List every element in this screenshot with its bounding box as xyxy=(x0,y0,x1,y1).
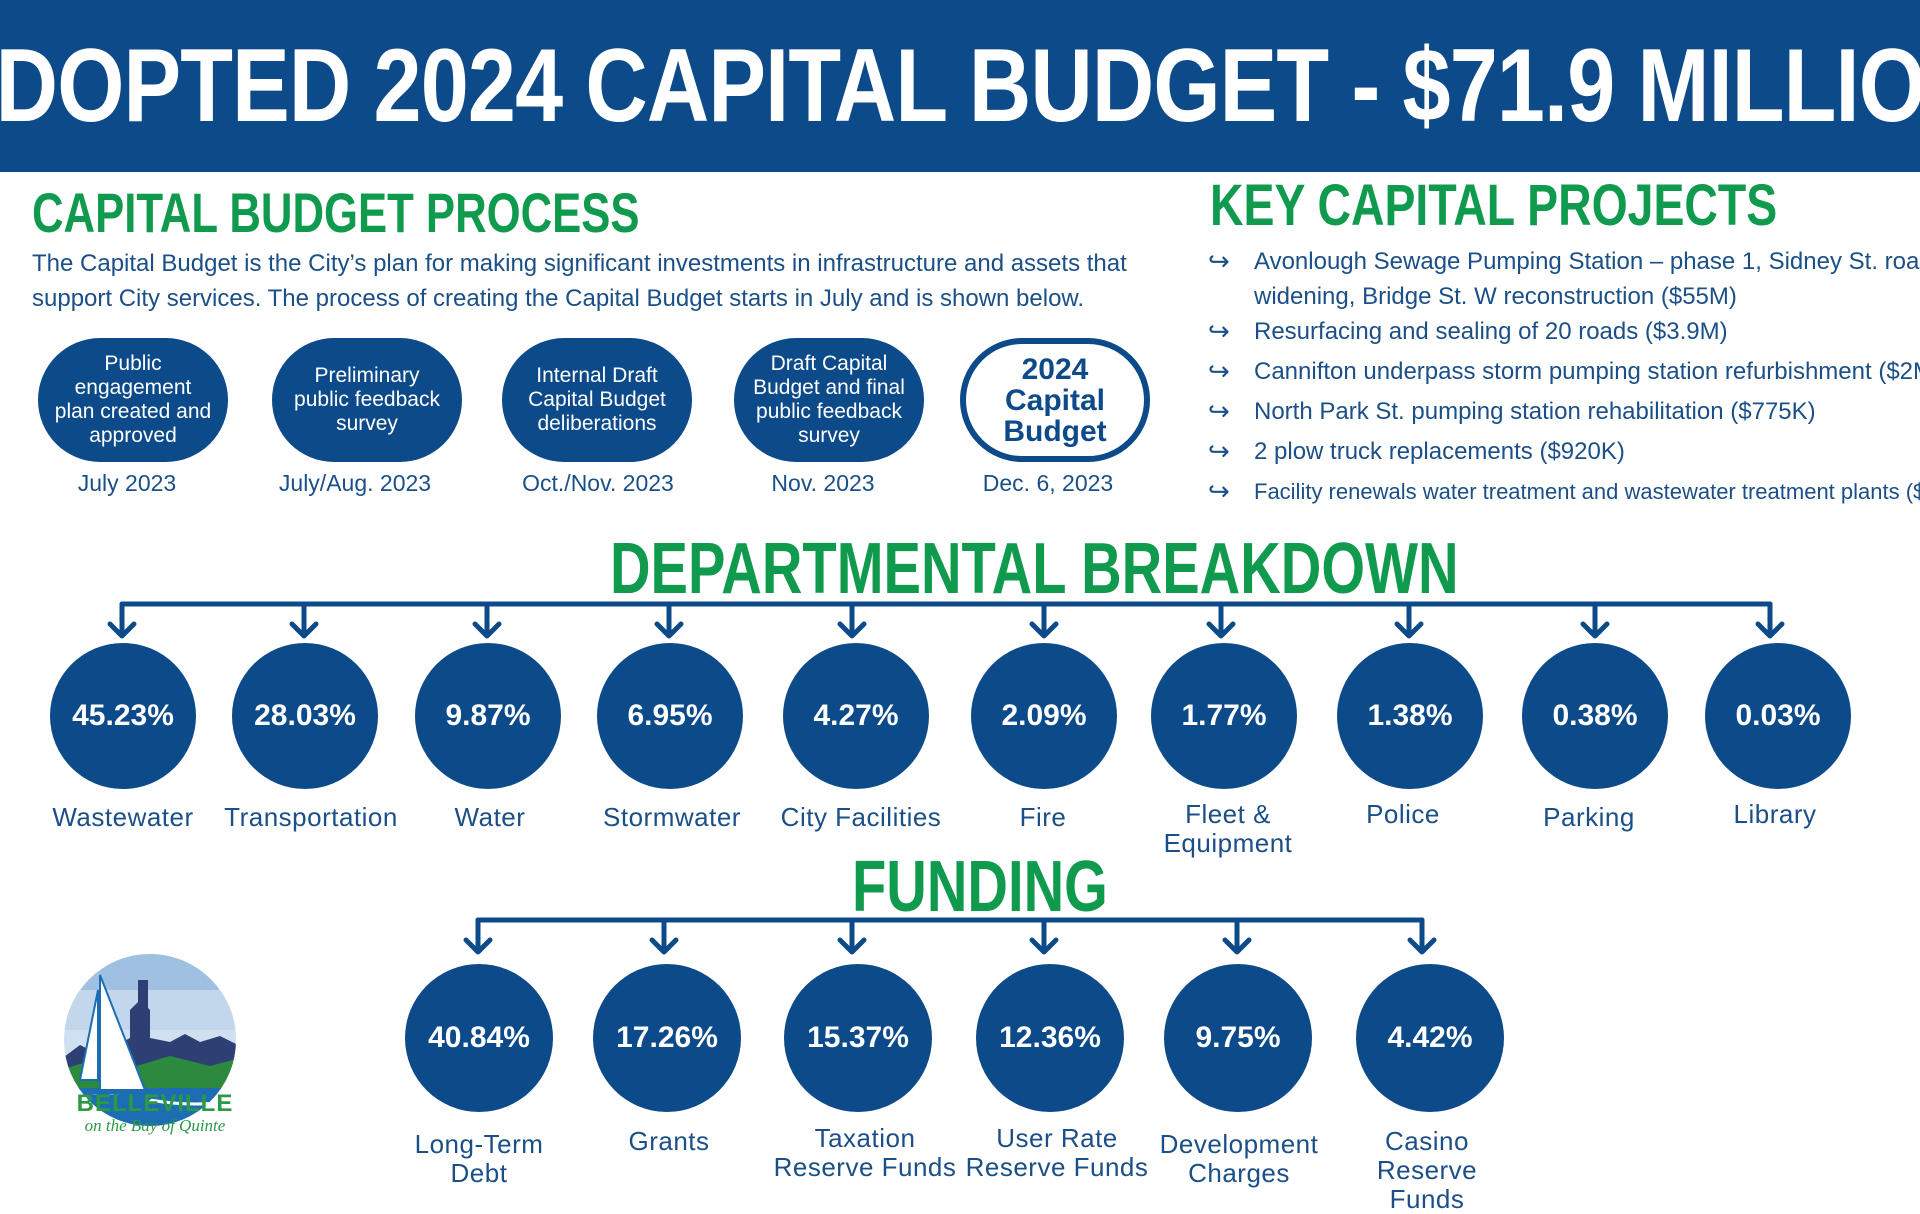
title-banner: ADOPTED 2024 CAPITAL BUDGET - $71.9 MILL… xyxy=(0,0,1920,172)
project-item: ↪ Facility renewals water treatment and … xyxy=(1208,474,1920,509)
process-date-4: Nov. 2023 xyxy=(771,470,875,496)
curved-arrow-icon: ↪ xyxy=(1208,246,1230,276)
dept-label-transportation: Transportation xyxy=(224,802,398,832)
dept-label-fleet: Fleet & Equipment xyxy=(1163,799,1293,858)
dept-label-city-facilities: City Facilities xyxy=(780,802,942,832)
process-intro: The Capital Budget is the City’s plan fo… xyxy=(32,250,1127,312)
process-step-5: 2024 Capital Budget xyxy=(960,338,1150,462)
dept-label-fire: Fire xyxy=(1019,802,1067,832)
dept-pct-fire: 2.09% xyxy=(971,643,1117,789)
fund-label-long-term-debt: Long-Term Debt xyxy=(414,1129,544,1188)
dept-pct-transportation: 28.03% xyxy=(232,643,378,789)
project-item: ↪ 2 plow truck replacements ($920K) xyxy=(1208,434,1625,469)
fund-label-taxation: Taxation Reserve Funds xyxy=(773,1123,957,1182)
project-item: ↪ Cannifton underpass storm pumping stat… xyxy=(1208,354,1920,389)
dept-pct-fleet: 1.77% xyxy=(1151,643,1297,789)
dept-label-police: Police xyxy=(1366,799,1440,829)
page-title: ADOPTED 2024 CAPITAL BUDGET - $71.9 MILL… xyxy=(0,27,1920,144)
process-title: CAPITAL BUDGET PROCESS xyxy=(32,181,640,244)
logo-wordmark: BELLEVILLE xyxy=(76,1090,234,1117)
departments-title: DEPARTMENTAL BREAKDOWN xyxy=(610,529,1459,609)
process-step-3: Internal Draft Capital Budget deliberati… xyxy=(502,338,692,462)
dept-pct-parking: 0.38% xyxy=(1522,643,1668,789)
project-item: ↪ Resurfacing and sealing of 20 roads ($… xyxy=(1208,314,1728,349)
dept-label-parking: Parking xyxy=(1543,802,1635,832)
projects-title: KEY CAPITAL PROJECTS xyxy=(1210,173,1778,238)
belleville-logo xyxy=(64,954,236,1126)
process-step-1: Public engagement plan created and appro… xyxy=(38,338,228,462)
fund-pct-casino: 4.42% xyxy=(1356,964,1504,1112)
funding-title: FUNDING xyxy=(852,847,1108,927)
dept-pct-police: 1.38% xyxy=(1337,643,1483,789)
fund-pct-development: 9.75% xyxy=(1164,964,1312,1112)
curved-arrow-icon: ↪ xyxy=(1208,356,1230,386)
fund-label-user-rate: User Rate Reserve Funds xyxy=(965,1123,1149,1182)
fund-pct-long-term-debt: 40.84% xyxy=(405,964,553,1112)
process-date-3: Oct./Nov. 2023 xyxy=(522,470,674,496)
dept-pct-water: 9.87% xyxy=(415,643,561,789)
dept-label-stormwater: Stormwater xyxy=(603,802,741,832)
dept-pct-wastewater: 45.23% xyxy=(50,643,196,789)
process-date-1: July 2023 xyxy=(77,470,177,496)
dept-pct-stormwater: 6.95% xyxy=(597,643,743,789)
logo-tagline: on the Bay of Quinte xyxy=(84,1116,226,1135)
fund-pct-grants: 17.26% xyxy=(593,964,741,1112)
dept-label-water: Water xyxy=(454,802,526,832)
fund-label-development: Development Charges xyxy=(1159,1129,1319,1188)
dept-pct-library: 0.03% xyxy=(1705,643,1851,789)
process-date-2: July/Aug. 2023 xyxy=(278,470,432,496)
fund-pct-user-rate: 12.36% xyxy=(976,964,1124,1112)
project-item: ↪ North Park St. pumping station rehabil… xyxy=(1208,394,1816,429)
process-date-5: Dec. 6, 2023 xyxy=(982,470,1114,496)
curved-arrow-icon: ↪ xyxy=(1208,396,1230,426)
fund-label-casino: Casino Reserve Funds xyxy=(1376,1126,1478,1214)
project-item: ↪ Avonlough Sewage Pumping Station – pha… xyxy=(1208,246,1920,310)
dept-label-library: Library xyxy=(1733,799,1817,829)
process-step-2: Preliminary public feedback survey xyxy=(272,338,462,462)
process-step-4: Draft Capital Budget and final public fe… xyxy=(734,338,924,462)
curved-arrow-icon: ↪ xyxy=(1208,316,1230,346)
dept-label-wastewater: Wastewater xyxy=(52,802,194,832)
fund-label-grants: Grants xyxy=(628,1126,710,1156)
fund-pct-taxation: 15.37% xyxy=(784,964,932,1112)
curved-arrow-icon: ↪ xyxy=(1208,476,1230,506)
curved-arrow-icon: ↪ xyxy=(1208,436,1230,466)
dept-pct-city-facilities: 4.27% xyxy=(783,643,929,789)
